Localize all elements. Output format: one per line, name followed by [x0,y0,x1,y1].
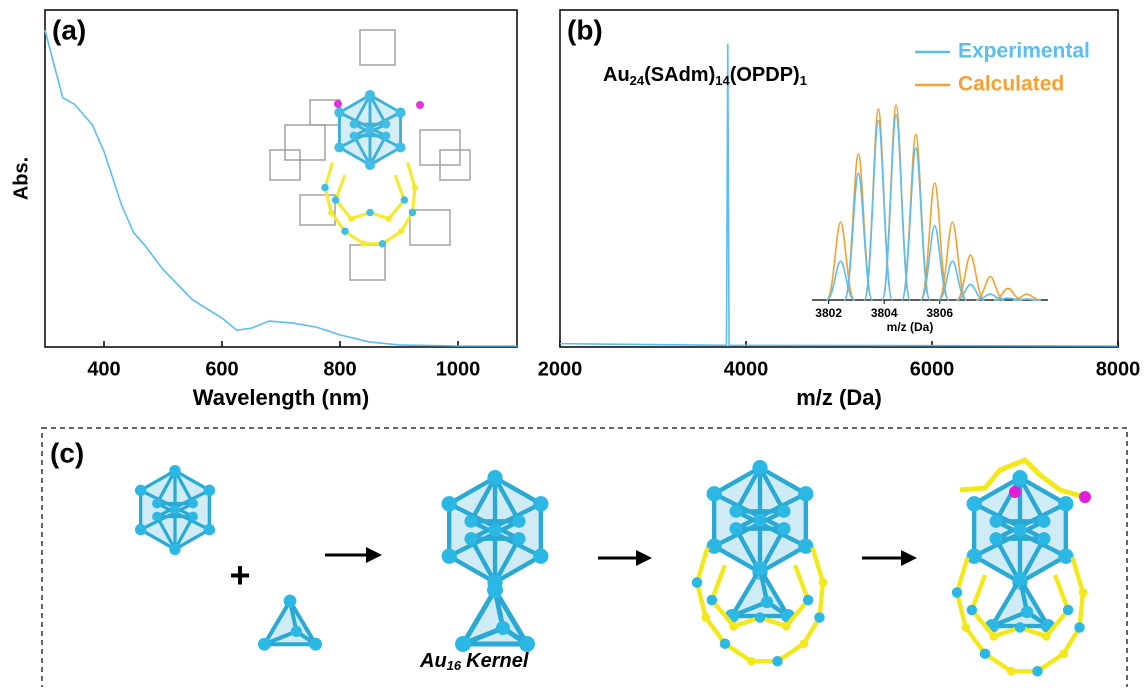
peak [1012,293,1041,301]
x-tick-label: 4000 [724,358,769,380]
annotation-sub: 1 [800,73,807,88]
inset-x-tick-label: 3804 [871,306,898,320]
x-tick-label: 6000 [910,358,955,380]
peak [975,275,1005,301]
kernel-label-sub: 16 [447,658,462,673]
x-axis-label: Wavelength (nm) [193,385,369,410]
peak [826,260,856,301]
inset-x-tick-label: 3806 [926,306,953,320]
kernel-icosahedron [442,470,549,590]
peak [881,113,911,301]
arrows [325,547,917,566]
inset-x-tick-label: 3802 [815,306,842,320]
icosahedron [133,463,217,557]
peak [976,293,1005,301]
tetrahedron [256,592,324,653]
annotation-part: Au [603,64,630,86]
x-tick-label: 1000 [436,358,481,380]
legend-label: Experimental [958,40,1090,63]
x-axis-label: m/z (Da) [796,385,882,410]
peak [863,119,894,301]
annotation-sub: 24 [630,73,645,88]
data-line [559,43,1119,347]
annotation-part: (SAdm) [644,64,715,86]
panel-label: (b) [567,14,603,45]
x-tick-label: 2000 [538,358,583,380]
x-tick-label: 800 [323,358,356,380]
atom [1009,486,1021,498]
peak [901,147,931,301]
x-tick-label: 400 [87,358,120,380]
panel-label: (a) [52,14,86,45]
kernel-label-part: Kernel [466,650,529,672]
kernel-label-part: Au [419,650,447,672]
x-tick-label: 600 [205,358,238,380]
peak [919,182,950,301]
cluster-image [269,29,471,281]
kernel-label: Au16 Kernel [419,650,529,673]
panel-label: (c) [50,437,84,468]
data-line [44,30,517,347]
annotation-part: (OPDP) [730,64,800,86]
panel-c-frame [41,427,1128,692]
plus-sign: + [229,555,250,596]
legend-label: Calculated [958,73,1064,96]
peak [993,287,1023,301]
plot-frame [559,9,1119,348]
plot-frame [44,9,518,348]
peak [1012,298,1041,301]
peak [956,283,985,301]
peak [919,225,950,301]
peak [938,260,967,301]
x-tick-label: 8000 [1096,358,1141,380]
y-axis-label: Abs. [10,157,32,200]
peak [843,172,874,301]
annotation: Au24(SAdm)14(OPDP)1 [603,64,807,88]
inset-x-axis-label: m/z (Da) [887,320,934,334]
kernel-tetrahedron [455,582,535,652]
annotation-sub: 14 [715,73,730,88]
staple [959,457,1086,500]
atom [1079,491,1091,503]
